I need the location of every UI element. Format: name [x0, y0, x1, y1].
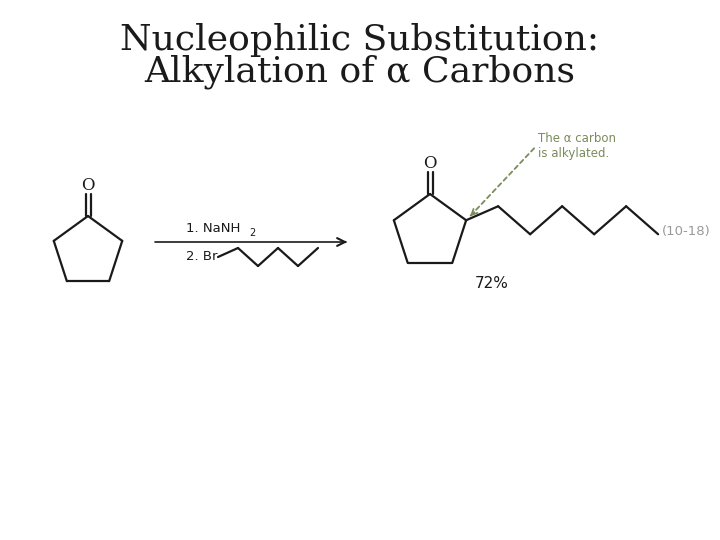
Text: (10-18): (10-18)	[662, 226, 711, 239]
Text: is alkylated.: is alkylated.	[538, 147, 609, 160]
Text: 1. NaNH: 1. NaNH	[186, 222, 240, 235]
Text: 72%: 72%	[475, 276, 509, 292]
Text: Alkylation of α Carbons: Alkylation of α Carbons	[145, 55, 575, 89]
Text: 2. Br: 2. Br	[186, 251, 217, 264]
Text: 2: 2	[249, 228, 256, 238]
Text: Nucleophilic Substitution:: Nucleophilic Substitution:	[120, 23, 600, 57]
Text: The α carbon: The α carbon	[538, 132, 616, 145]
Text: O: O	[81, 178, 95, 194]
Text: O: O	[423, 156, 437, 172]
